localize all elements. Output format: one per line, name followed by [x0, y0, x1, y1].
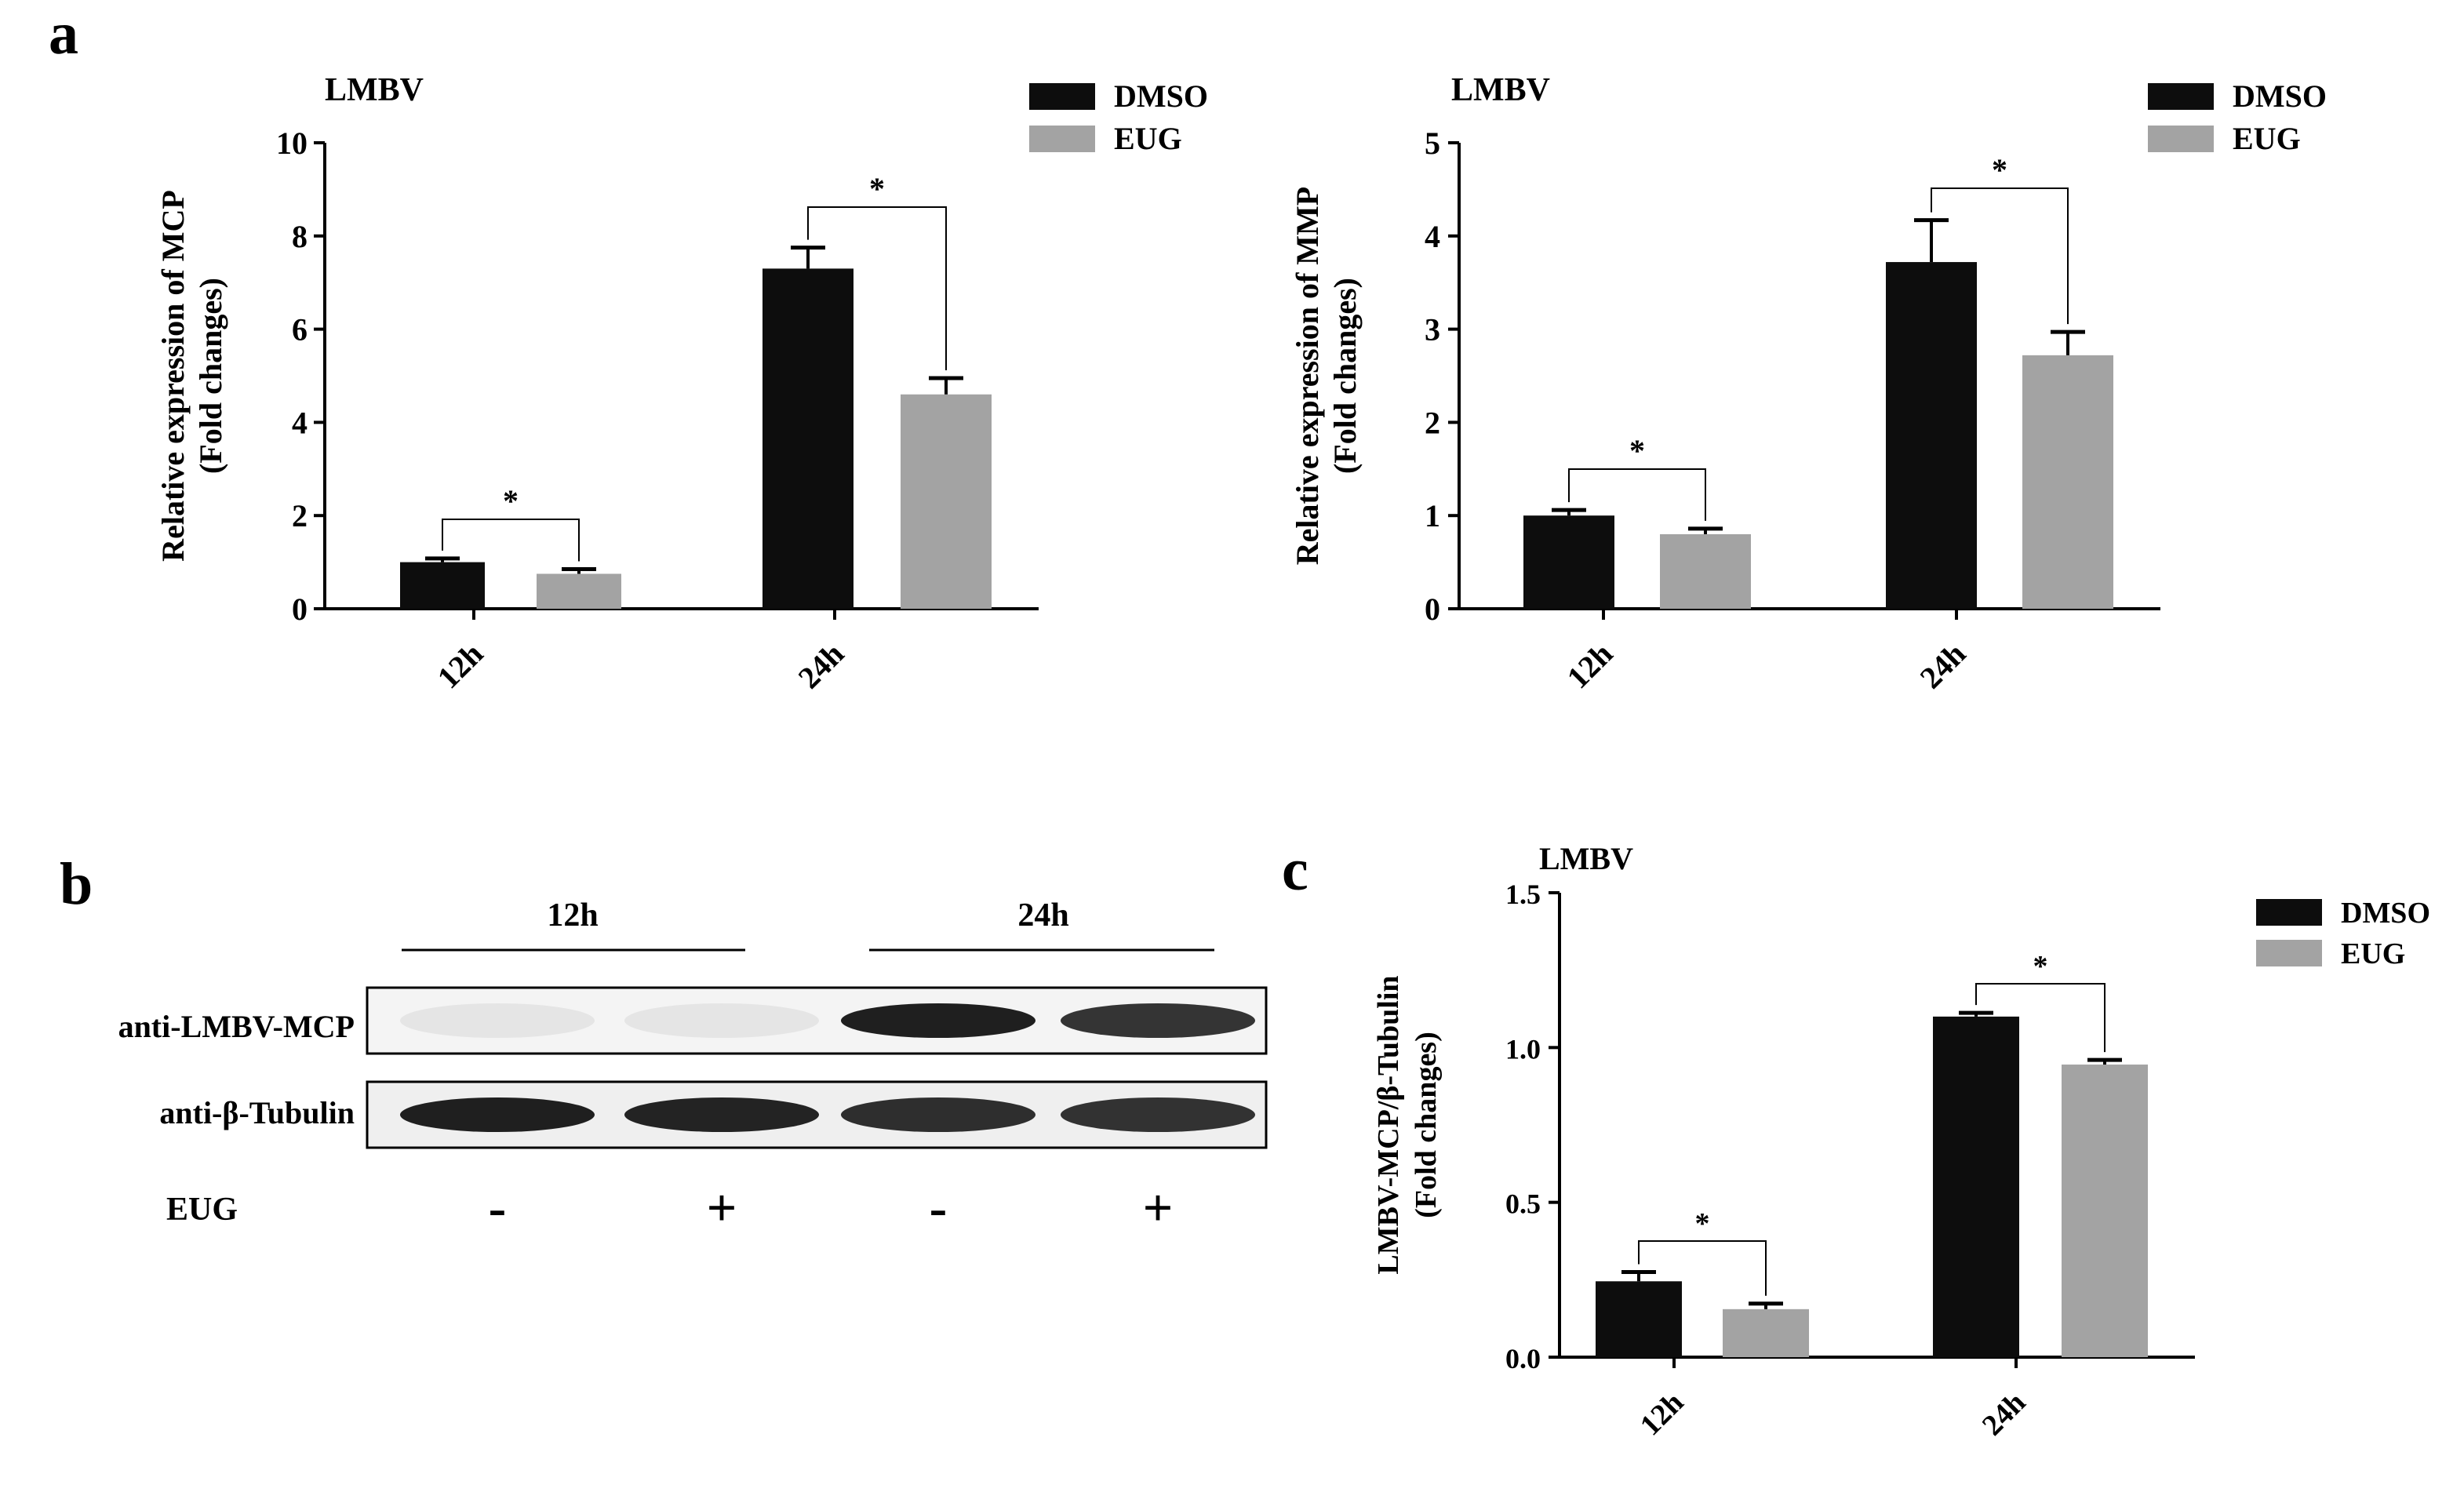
bar-dmso [400, 562, 485, 609]
western-blot: 12h 24h anti-LMBV-MCP anti-β-Tubulin EUG… [118, 897, 1268, 1237]
legend-label-eug: EUG [1114, 121, 1182, 156]
blot-lane-sign-1: - [489, 1178, 507, 1237]
blot-row-label-tubulin: anti-β-Tubulin [159, 1095, 355, 1130]
blot-band-mcp [400, 1003, 595, 1038]
bar-dmso [762, 268, 853, 609]
blot-band-mcp [1061, 1003, 1255, 1038]
blot-lane-sign-2: + [707, 1178, 737, 1237]
y-tick-label: 3 [1425, 312, 1440, 348]
significance-marker: * [1695, 1207, 1710, 1240]
significance-bracket [807, 206, 947, 370]
significance-marker: * [1992, 152, 2007, 187]
legend-label-dmso: DMSO [1114, 78, 1208, 114]
x-tick-label: 24h [792, 636, 851, 696]
blot-bands [400, 1003, 1255, 1132]
legend-swatch-eug [1029, 126, 1095, 152]
significance-bracket [1975, 983, 2106, 1053]
significance-marker: * [503, 483, 519, 519]
legend-label-eug: EUG [2233, 121, 2301, 156]
x-tick-label: 24h [1976, 1386, 2033, 1443]
bar-eug [2062, 1065, 2148, 1357]
legend-swatch-dmso [2256, 899, 2322, 926]
y-tick-label: 0.5 [1505, 1188, 1541, 1220]
y-tick-label: 1.0 [1505, 1033, 1541, 1065]
y-tick-label: 5 [1425, 126, 1440, 161]
chart-mcp-tubulin-ratio: LMBV LMBV-MCP/β-Tubulin (Fold changes) 0.0 0… [1372, 841, 2430, 1442]
bar-eug [2022, 355, 2113, 609]
bar-dmso [1596, 1281, 1682, 1357]
legend-swatch-eug [2256, 940, 2322, 966]
y-axis-label: Relative expression of MCP [155, 190, 191, 562]
bar-dmso [1933, 1016, 2019, 1357]
legend-label-dmso: DMSO [2341, 897, 2430, 930]
x-tick-label: 24h [1913, 636, 1973, 696]
legend-swatch-dmso [2148, 83, 2214, 110]
x-tick-label: 12h [1634, 1386, 1691, 1443]
bar-eug [901, 394, 992, 609]
y-axis-label-units: (Fold changes) [1410, 1032, 1443, 1218]
y-tick-label: 8 [292, 219, 308, 254]
significance-bracket [1568, 468, 1706, 521]
panel-letter-b: b [60, 851, 93, 917]
blot-band-tubulin [624, 1097, 819, 1132]
y-tick-label: 10 [276, 126, 308, 161]
chart-mmp-expression: LMBV Relative expression of MMP (Fold chan… [1290, 72, 2327, 695]
blot-band-mcp [624, 1003, 819, 1038]
blot-lane-sign-3: - [930, 1178, 948, 1237]
blot-group-label-12h: 12h [547, 897, 598, 934]
significance-marker: * [1629, 433, 1645, 468]
bar-eug [537, 573, 621, 609]
blot-lane-sign-4: + [1143, 1178, 1174, 1237]
blot-band-tubulin [1061, 1097, 1255, 1132]
y-tick-label: 0 [1425, 591, 1440, 627]
y-tick-label: 4 [292, 405, 308, 440]
y-tick-label: 0 [292, 591, 308, 627]
significance-bracket [1638, 1240, 1767, 1296]
blot-group-label-24h: 24h [1017, 897, 1068, 934]
significance-marker: * [2033, 950, 2048, 983]
y-tick-label: 1 [1425, 498, 1440, 533]
chart-title: LMBV [1451, 72, 1550, 108]
bar-dmso [1886, 262, 1977, 609]
legend-swatch-dmso [1029, 83, 1095, 110]
blot-treatment-label: EUG [166, 1192, 238, 1228]
y-axis-label-units: (Fold changes) [1327, 278, 1363, 474]
x-tick-label: 12h [1560, 636, 1620, 696]
y-axis-label: Relative expression of MMP [1290, 187, 1325, 565]
y-tick-label: 2 [292, 498, 308, 533]
blot-band-tubulin [841, 1097, 1035, 1132]
significance-bracket [1931, 187, 2069, 325]
y-tick-label: 1.5 [1505, 879, 1541, 910]
chart-mcp-expression: LMBV Relative expression of MCP (Fold chan… [155, 72, 1208, 695]
bar-eug [1660, 533, 1751, 609]
blot-band-tubulin [400, 1097, 595, 1132]
legend-swatch-eug [2148, 126, 2214, 152]
legend-label-eug: EUG [2341, 937, 2405, 970]
legend-label-dmso: DMSO [2233, 78, 2327, 114]
chart-title: LMBV [1539, 841, 1633, 876]
bar-dmso [1523, 515, 1614, 609]
bar-eug [1723, 1309, 1809, 1357]
y-axis-label: LMBV-MCP/β-Tubulin [1372, 975, 1405, 1274]
y-tick-label: 6 [292, 312, 308, 348]
blot-band-mcp [841, 1003, 1035, 1038]
y-tick-label: 2 [1425, 405, 1440, 440]
panel-letter-c: c [1282, 837, 1308, 903]
chart-title: LMBV [325, 72, 424, 108]
significance-bracket [442, 519, 580, 562]
significance-marker: * [869, 171, 885, 206]
panel-letter-a: a [49, 1, 78, 67]
y-tick-label: 0.0 [1505, 1343, 1541, 1374]
y-tick-label: 4 [1425, 219, 1440, 254]
x-tick-label: 12h [431, 636, 490, 696]
blot-row-label-mcp: anti-LMBV-MCP [118, 1009, 355, 1044]
y-axis-label-units: (Fold changes) [193, 278, 228, 474]
